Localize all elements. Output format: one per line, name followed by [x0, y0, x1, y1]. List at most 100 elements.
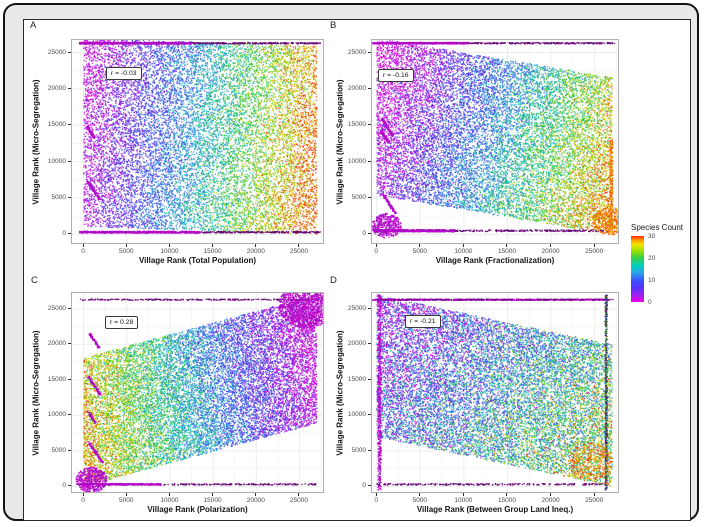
- x-tick-label: 15000: [497, 497, 517, 504]
- x-tick-label: 10000: [160, 497, 179, 504]
- panel-b-x-axis-title: Village Rank (Fractionalization): [435, 256, 555, 265]
- y-tick-label: 5000: [51, 446, 66, 454]
- x-tick-mark: [506, 493, 508, 496]
- y-tick-label: 20000: [347, 340, 366, 348]
- y-tick-mark: [368, 485, 371, 487]
- panel-c-y-axis-title: Village Rank (Micro-Segregation): [31, 329, 41, 456]
- y-tick-mark: [68, 485, 71, 487]
- x-tick-label: 15000: [203, 248, 222, 255]
- y-tick-mark: [68, 414, 71, 416]
- x-tick-mark: [82, 493, 84, 496]
- y-tick-label: 0: [362, 230, 366, 238]
- y-tick-label: 5000: [351, 193, 366, 201]
- y-tick-mark: [68, 124, 71, 126]
- y-tick-label: 10000: [347, 411, 366, 419]
- x-tick-label: 0: [374, 497, 379, 504]
- legend-tick-label: 20: [648, 254, 656, 262]
- y-tick-mark: [368, 414, 371, 416]
- y-tick-mark: [68, 51, 71, 53]
- y-tick-mark: [68, 343, 71, 345]
- x-tick-label: 20000: [246, 248, 265, 255]
- y-tick-label: 15000: [347, 375, 366, 383]
- x-tick-label: 25000: [585, 497, 604, 504]
- outer-frame: A B C D Village Rank (Total Population) …: [3, 3, 699, 521]
- y-tick-mark: [368, 196, 371, 198]
- x-tick-label: 5000: [412, 248, 428, 255]
- x-tick-label: 15000: [203, 497, 222, 504]
- x-tick-label: 20000: [541, 497, 560, 504]
- x-tick-label: 15000: [497, 248, 517, 255]
- y-tick-mark: [368, 51, 371, 53]
- x-tick-label: 25000: [289, 497, 308, 504]
- legend-colorbar: [631, 236, 644, 302]
- panel-b-y-axis-title: Village Rank (Micro-Segregation): [335, 78, 345, 205]
- panel-c-letter: C: [31, 275, 38, 286]
- y-tick-label: 25000: [347, 48, 366, 56]
- panel-a-x-axis-title: Village Rank (Total Population): [138, 256, 257, 265]
- y-tick-label: 15000: [47, 375, 66, 383]
- x-tick-label: 25000: [289, 248, 308, 255]
- y-tick-mark: [368, 378, 371, 380]
- panel-d-correlation-text: r = -0.21: [410, 317, 436, 325]
- panel-a-letter: A: [30, 20, 37, 31]
- y-tick-mark: [368, 87, 371, 89]
- panel-d-letter: D: [330, 275, 337, 286]
- y-tick-label: 5000: [351, 446, 366, 454]
- y-tick-mark: [368, 343, 371, 345]
- x-tick-mark: [419, 244, 421, 247]
- y-tick-mark: [68, 233, 71, 235]
- y-tick-mark: [68, 378, 71, 380]
- x-tick-mark: [168, 244, 170, 247]
- y-tick-mark: [368, 124, 371, 126]
- y-tick-label: 10000: [347, 157, 366, 165]
- y-tick-mark: [368, 233, 371, 235]
- y-tick-mark: [68, 160, 71, 162]
- x-tick-mark: [82, 244, 84, 247]
- panel-b-correlation-text: r = -0.16: [383, 71, 409, 79]
- x-tick-label: 0: [81, 248, 85, 255]
- panel-c-correlation-text: r = 0.28: [110, 318, 134, 326]
- x-tick-mark: [462, 244, 464, 247]
- panel-a-correlation-annotation: r = -0.03: [106, 67, 142, 81]
- panel-c-x-axis-title: Village Rank (Polarization): [147, 505, 248, 514]
- x-tick-mark: [298, 493, 300, 496]
- x-tick-label: 20000: [246, 497, 265, 504]
- y-tick-mark: [68, 307, 71, 309]
- y-tick-label: 25000: [347, 304, 366, 312]
- x-tick-label: 5000: [412, 497, 428, 504]
- x-tick-label: 0: [374, 248, 379, 255]
- y-tick-label: 5000: [51, 193, 66, 201]
- y-tick-mark: [368, 160, 371, 162]
- x-tick-mark: [593, 244, 595, 247]
- y-tick-label: 25000: [47, 48, 66, 56]
- y-tick-mark: [368, 307, 371, 309]
- figure-area: A B C D Village Rank (Total Population) …: [23, 19, 691, 521]
- x-tick-label: 10000: [160, 248, 179, 255]
- y-tick-label: 10000: [47, 411, 66, 419]
- legend-tick-label: 30: [648, 232, 656, 240]
- panel-a-y-axis-title: Village Rank (Micro-Segregation): [31, 78, 41, 205]
- x-tick-label: 10000: [454, 497, 473, 504]
- panel-a-correlation-text: r = -0.03: [111, 69, 137, 77]
- x-tick-mark: [550, 493, 552, 496]
- panel-b-letter: B: [330, 20, 337, 31]
- x-tick-mark: [125, 244, 127, 247]
- x-tick-mark: [506, 244, 508, 247]
- legend-title: Species Count: [631, 223, 684, 232]
- y-tick-label: 10000: [47, 157, 66, 165]
- panel-d-x-axis-title: Village Rank (Between Group Land Ineq.): [416, 505, 574, 514]
- x-tick-mark: [419, 493, 421, 496]
- y-tick-label: 0: [362, 482, 366, 490]
- y-tick-mark: [68, 196, 71, 198]
- y-tick-label: 25000: [47, 304, 66, 312]
- panel-c-correlation-annotation: r = 0.28: [105, 316, 139, 330]
- y-tick-mark: [68, 449, 71, 451]
- x-tick-mark: [255, 493, 257, 496]
- y-tick-mark: [68, 87, 71, 89]
- x-tick-label: 25000: [585, 248, 604, 255]
- x-tick-mark: [298, 244, 300, 247]
- panel-b-correlation-annotation: r = -0.16: [378, 69, 414, 83]
- y-tick-label: 0: [62, 230, 66, 238]
- x-tick-mark: [255, 244, 257, 247]
